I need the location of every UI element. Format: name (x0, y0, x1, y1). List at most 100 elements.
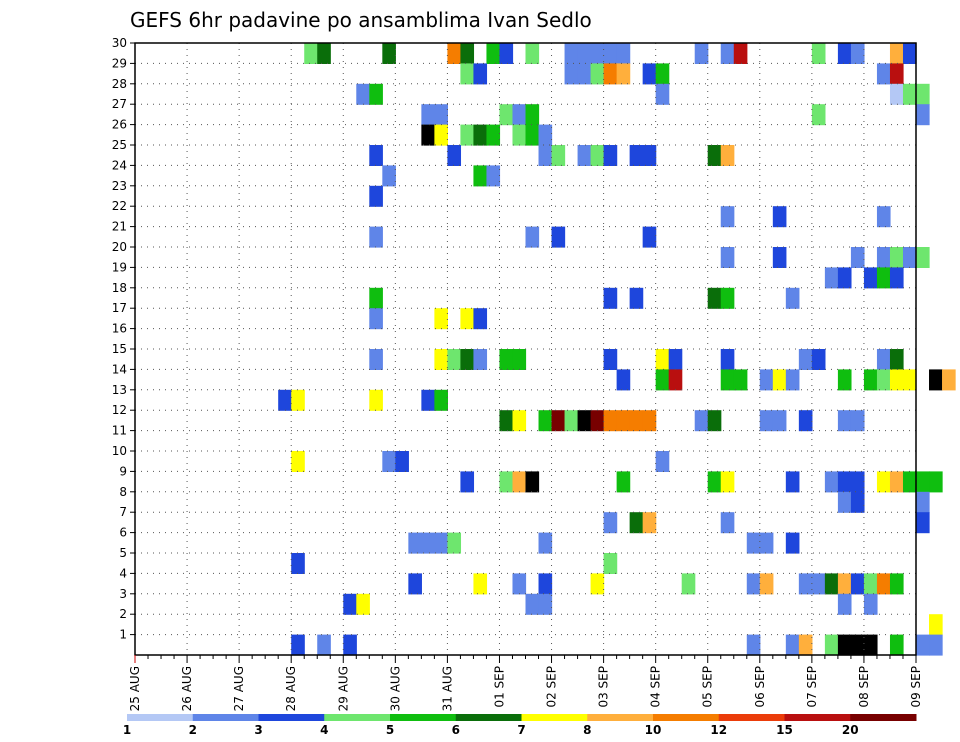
heatmap-cell (707, 145, 722, 166)
heatmap-cell (837, 593, 852, 615)
heatmap-cell (655, 83, 670, 105)
heatmap-cell (916, 247, 930, 268)
legend-swatch (718, 714, 785, 721)
heatmap-cell (447, 145, 462, 166)
heatmap-cell (421, 389, 435, 411)
x-tick-label: 08 SEP (857, 666, 871, 708)
heatmap-cell (434, 532, 448, 554)
heatmap-cell (460, 43, 475, 64)
heatmap-cell (850, 471, 865, 493)
heatmap-cell (863, 573, 878, 595)
heatmap-cell (434, 389, 448, 411)
heatmap-cell (889, 83, 904, 105)
heatmap-cell (720, 247, 735, 268)
heatmap-cell (369, 349, 383, 370)
x-axis: 25 AUG 26 AUG 27 AUG 28 AUG 29 AUG 30 AUG 31 A… (128, 655, 923, 711)
heatmap-cell (876, 471, 891, 493)
heatmap-cell (876, 369, 891, 391)
heatmap-cell (876, 63, 891, 85)
heatmap-cell (694, 410, 709, 432)
heatmap-cell (642, 145, 657, 166)
heatmap-cell (590, 145, 605, 166)
heatmap-cell (343, 593, 357, 615)
heatmap-cell (876, 206, 891, 228)
heatmap-cell (590, 410, 605, 432)
y-tick-label: 22 (112, 199, 127, 213)
color-legend: 1 2 3 4 5 6 7 8 10 12 15 20 (123, 714, 917, 737)
y-tick-label: 6 (119, 526, 127, 540)
heatmap-cell (408, 573, 422, 595)
heatmap-cell (369, 389, 383, 411)
heatmap-cell (434, 104, 448, 126)
heatmap-cell (512, 573, 527, 595)
legend-swatch (258, 714, 325, 721)
x-tick-label: 27 AUG (232, 666, 246, 711)
heatmap-cell (746, 532, 761, 554)
heatmap-cell (889, 349, 904, 370)
heatmap-cell (603, 512, 618, 534)
heatmap-cell (916, 634, 930, 656)
heatmap-cell (291, 553, 305, 574)
y-tick-label: 10 (112, 444, 127, 458)
heatmap-cell (577, 145, 592, 166)
heatmap-cell (889, 247, 904, 268)
heatmap-cell (889, 267, 904, 289)
heatmap-cell (929, 471, 943, 493)
heatmap-cell (434, 349, 448, 370)
y-tick-label: 24 (112, 158, 127, 172)
heatmap-cell (291, 389, 305, 411)
heatmap-cell (525, 104, 540, 126)
heatmap-cell (603, 410, 618, 432)
heatmap-cell (785, 471, 800, 493)
heatmap-cell (603, 145, 618, 166)
heatmap-cell (902, 369, 917, 391)
y-tick-label: 8 (119, 485, 127, 499)
y-tick-label: 9 (119, 464, 127, 478)
heatmap-cell (486, 43, 501, 64)
heatmap-cell (720, 206, 735, 228)
heatmap-cell (408, 532, 422, 554)
heatmap-cell (889, 43, 904, 64)
heatmap-cell (889, 369, 904, 391)
x-tick-label: 31 AUG (440, 666, 454, 711)
heatmap-cell (486, 124, 501, 146)
heatmap-cell (655, 63, 670, 85)
heatmap-cell (837, 410, 852, 432)
y-tick-label: 20 (112, 240, 127, 254)
y-tick-label: 5 (119, 546, 127, 560)
heatmap-cell (707, 410, 722, 432)
heatmap-cell (824, 634, 839, 656)
heatmap-cell (798, 573, 813, 595)
heatmap-cell (356, 593, 370, 615)
heatmap-cell (759, 532, 774, 554)
heatmap-cell (473, 63, 488, 85)
heatmap-cell (382, 451, 396, 472)
heatmap-cell (929, 634, 943, 656)
heatmap-cell (772, 206, 787, 228)
heatmap-cell (837, 573, 852, 595)
y-tick-label: 11 (112, 424, 127, 438)
heatmap-cell (564, 63, 579, 85)
legend-label: 6 (452, 723, 460, 737)
heatmap-cell (772, 247, 787, 268)
heatmap-cell (642, 63, 657, 85)
x-tick-label: 03 SEP (597, 666, 611, 708)
heatmap-cell (720, 43, 735, 64)
heatmap-cell (837, 491, 852, 513)
heatmap-cell (369, 83, 383, 105)
legend-label: 7 (517, 723, 525, 737)
heatmap-cell (551, 145, 566, 166)
heatmap-cell (811, 349, 826, 370)
y-axis: 1234567891011121314151617181920212223242… (112, 36, 135, 642)
heatmap-cell (499, 349, 514, 370)
y-tick-label: 30 (112, 36, 127, 50)
heatmap-cell (889, 63, 904, 85)
heatmap-cell (798, 634, 813, 656)
heatmap-cell (577, 63, 592, 85)
heatmap-cell (603, 63, 618, 85)
heatmap-cell (564, 43, 579, 64)
heatmap-cell (876, 247, 891, 268)
heatmap-cell (876, 267, 891, 289)
heatmap-cell (916, 491, 930, 513)
heatmap-cell (720, 287, 735, 309)
